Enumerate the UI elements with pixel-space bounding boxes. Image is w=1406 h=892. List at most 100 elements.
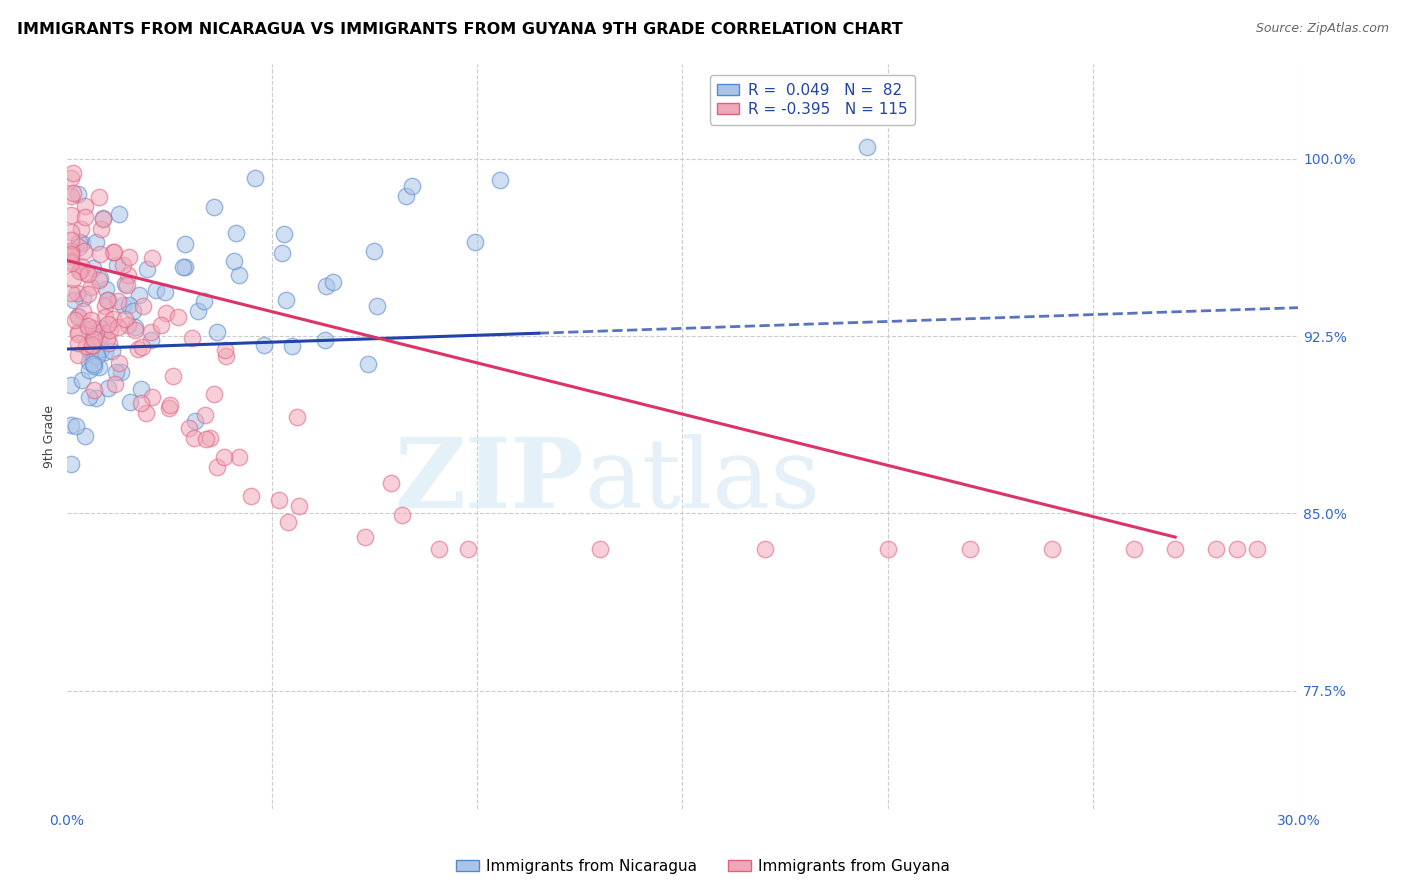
Point <box>277 515 299 529</box>
Point <box>108 207 131 221</box>
Point <box>117 268 139 282</box>
Point <box>73 211 96 225</box>
Point <box>100 323 122 337</box>
Point <box>288 500 311 514</box>
Point <box>129 383 152 397</box>
Point <box>253 338 276 352</box>
Point <box>228 450 250 464</box>
Point <box>82 357 104 371</box>
Point <box>91 212 114 227</box>
Point <box>1164 541 1187 556</box>
Point <box>97 335 120 350</box>
Point <box>80 313 103 327</box>
Point <box>457 541 479 556</box>
Point <box>84 350 107 364</box>
Point <box>97 381 120 395</box>
Point <box>72 291 94 305</box>
Point <box>89 247 111 261</box>
Point <box>83 383 105 397</box>
Point <box>194 408 217 422</box>
Point <box>173 260 195 275</box>
Point <box>141 390 163 404</box>
Point <box>77 322 100 336</box>
Point <box>135 262 157 277</box>
Point <box>84 391 107 405</box>
Point <box>131 340 153 354</box>
Point <box>79 362 101 376</box>
Point <box>155 306 177 320</box>
Legend: Immigrants from Nicaragua, Immigrants from Guyana: Immigrants from Nicaragua, Immigrants fr… <box>450 853 956 880</box>
Point <box>77 286 100 301</box>
Point <box>205 326 228 340</box>
Point <box>202 200 225 214</box>
Point <box>127 342 149 356</box>
Point <box>59 225 82 239</box>
Point <box>107 319 129 334</box>
Point <box>91 328 114 343</box>
Point <box>59 249 82 263</box>
Point <box>67 240 90 254</box>
Point <box>59 285 82 300</box>
Text: IMMIGRANTS FROM NICARAGUA VS IMMIGRANTS FROM GUYANA 9TH GRADE CORRELATION CHART: IMMIGRANTS FROM NICARAGUA VS IMMIGRANTS … <box>17 22 903 37</box>
Point <box>366 299 388 313</box>
Point <box>205 459 228 474</box>
Point <box>59 255 82 269</box>
Point <box>357 357 380 371</box>
Point <box>59 247 82 261</box>
Point <box>153 285 176 300</box>
Point <box>67 235 90 249</box>
Point <box>59 171 82 186</box>
Point <box>89 273 111 287</box>
Point <box>66 186 89 201</box>
Point <box>464 235 486 249</box>
Point <box>391 508 413 522</box>
Point <box>59 418 82 433</box>
Point <box>66 286 89 301</box>
Point <box>117 277 139 292</box>
Point <box>100 343 122 358</box>
Point <box>427 541 450 556</box>
Text: atlas: atlas <box>583 434 820 528</box>
Point <box>90 342 112 356</box>
Point <box>65 313 87 327</box>
Point <box>67 347 90 361</box>
Point <box>97 317 120 331</box>
Point <box>107 258 129 272</box>
Point <box>59 233 82 247</box>
Point <box>401 178 423 193</box>
Point <box>82 321 104 335</box>
Point <box>76 267 98 281</box>
Point <box>354 530 377 544</box>
Point <box>159 398 181 412</box>
Point <box>274 293 297 308</box>
Point <box>1040 541 1063 556</box>
Point <box>62 166 84 180</box>
Point <box>69 264 91 278</box>
Point <box>273 227 295 241</box>
Point <box>214 349 236 363</box>
Point <box>75 266 97 280</box>
Point <box>488 173 510 187</box>
Point <box>380 475 402 490</box>
Point <box>225 226 247 240</box>
Point <box>93 310 115 325</box>
Point <box>103 245 125 260</box>
Point <box>62 186 84 200</box>
Point <box>322 275 344 289</box>
Point <box>59 244 82 258</box>
Point <box>1205 541 1227 556</box>
Point <box>1123 541 1146 556</box>
Point <box>122 303 145 318</box>
Y-axis label: 9th Grade: 9th Grade <box>44 405 56 468</box>
Point <box>149 318 172 333</box>
Legend: R =  0.049   N =  82, R = -0.395   N = 115: R = 0.049 N = 82, R = -0.395 N = 115 <box>710 76 915 125</box>
Point <box>87 360 110 375</box>
Point <box>96 293 118 308</box>
Point <box>114 311 136 326</box>
Point <box>75 429 97 443</box>
Point <box>111 258 134 272</box>
Point <box>90 222 112 236</box>
Point <box>589 541 612 556</box>
Point <box>59 188 82 202</box>
Point <box>94 282 117 296</box>
